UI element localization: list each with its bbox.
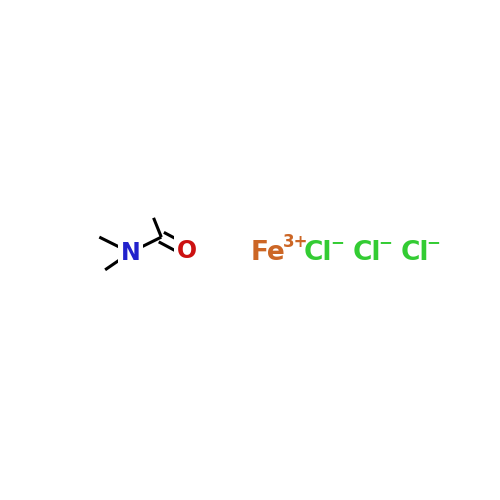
- Text: Cl: Cl: [304, 240, 332, 266]
- Text: 3+: 3+: [282, 232, 308, 250]
- Text: N: N: [120, 240, 140, 264]
- Text: Cl: Cl: [401, 240, 430, 266]
- Text: Fe: Fe: [250, 240, 285, 266]
- Text: O: O: [176, 238, 197, 262]
- Text: −: −: [378, 232, 392, 250]
- Text: −: −: [330, 232, 344, 250]
- Text: Cl: Cl: [352, 240, 381, 266]
- Text: −: −: [427, 232, 440, 250]
